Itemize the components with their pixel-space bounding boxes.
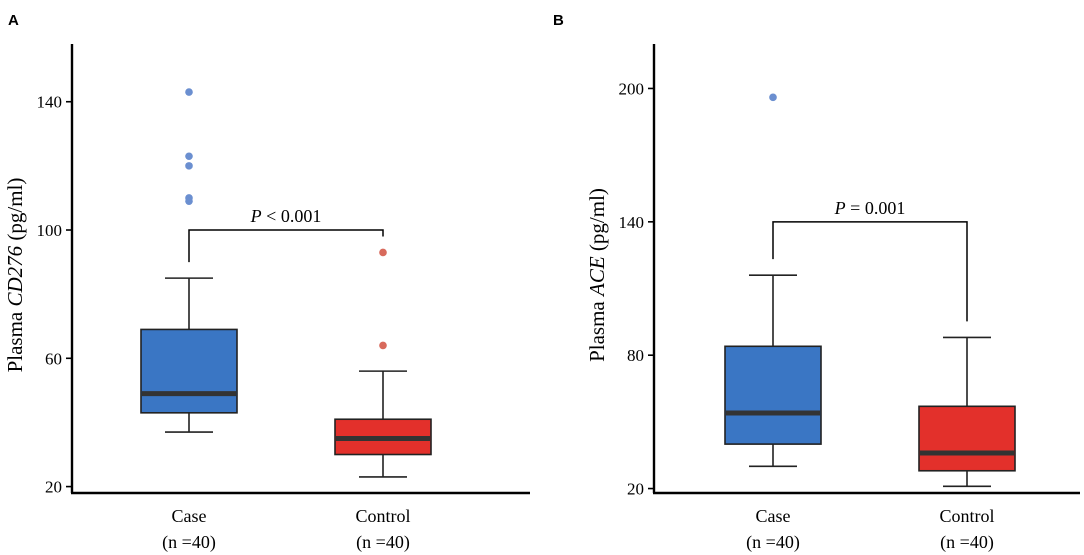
y-tick-label: 20 bbox=[45, 478, 62, 497]
panel-b-y-label-gene: ACE bbox=[585, 256, 609, 298]
panel-a-y-label-prefix: Plasma bbox=[3, 307, 27, 373]
control-box bbox=[918, 405, 1016, 472]
case-outlier-point bbox=[185, 197, 193, 205]
panel-b-n-control: (n =40) bbox=[940, 532, 994, 553]
case-outlier-point bbox=[185, 88, 193, 96]
panel-b-p-text: = 0.001 bbox=[846, 198, 906, 218]
panel-b-cat-control: Control bbox=[939, 506, 994, 526]
panel-b-y-label-unit: (pg/ml) bbox=[585, 188, 609, 256]
case-outlier-point bbox=[769, 93, 777, 102]
panel-b-y-axis-label: Plasma ACE (pg/ml) bbox=[585, 188, 609, 362]
panel-b-y-label-prefix: Plasma bbox=[585, 296, 609, 362]
panel-a-cat-control: Control bbox=[355, 506, 410, 526]
panel-a-label: A bbox=[8, 12, 19, 29]
panel-b-significance-bracket bbox=[772, 221, 968, 322]
panel-b-p-value: P = 0.001 bbox=[834, 198, 906, 218]
panel-b-label: B bbox=[553, 12, 564, 29]
panel-b-significance: P = 0.001 bbox=[772, 198, 968, 322]
y-tick-label: 20 bbox=[627, 480, 644, 499]
panel-b-boxes bbox=[724, 93, 1016, 488]
y-tick-label: 60 bbox=[45, 349, 62, 368]
case-outlier-point bbox=[185, 152, 193, 161]
y-tick-label: 140 bbox=[37, 93, 63, 112]
panel-a-y-label-unit: (pg/ml) bbox=[3, 178, 27, 246]
y-tick-label: 100 bbox=[37, 221, 63, 240]
panel-a-p-value: P < 0.001 bbox=[250, 206, 322, 226]
panel-a-y-label-gene: CD276 bbox=[3, 245, 27, 306]
panel-a-significance-bracket bbox=[188, 229, 384, 263]
panel-a-p-text: < 0.001 bbox=[262, 206, 322, 226]
case-outlier-point bbox=[185, 162, 193, 170]
panel-a-y-ticks: 20 60 100 140 bbox=[37, 93, 72, 497]
panel-b-n-case: (n =40) bbox=[746, 532, 800, 553]
panel-a-boxes bbox=[140, 88, 432, 478]
panel-b: B Plasma ACE (pg/ml) 20 80 140 200 P = 0.00… bbox=[553, 12, 1080, 553]
panel-b-p-symbol: P bbox=[834, 198, 846, 218]
panel-a: A Plasma CD276 (pg/ml) 20 60 100 140 P < 0.… bbox=[3, 12, 530, 553]
panel-a-category-labels: Case (n =40) Control (n =40) bbox=[162, 506, 410, 553]
panel-b-cat-case: Case bbox=[756, 506, 791, 526]
panel-b-y-ticks: 20 80 140 200 bbox=[619, 79, 654, 499]
case-box bbox=[140, 328, 238, 414]
y-tick-label: 80 bbox=[627, 346, 644, 365]
control-outlier-point bbox=[379, 341, 387, 350]
panel-a-n-control: (n =40) bbox=[356, 532, 410, 553]
case-box bbox=[724, 345, 822, 445]
y-tick-label: 200 bbox=[619, 79, 645, 98]
panel-a-n-case: (n =40) bbox=[162, 532, 216, 553]
y-tick-label: 140 bbox=[619, 213, 645, 232]
panel-a-cat-case: Case bbox=[172, 506, 207, 526]
panel-b-category-labels: Case (n =40) Control (n =40) bbox=[746, 506, 994, 553]
panel-a-significance: P < 0.001 bbox=[188, 206, 384, 263]
panel-a-y-axis-label: Plasma CD276 (pg/ml) bbox=[3, 178, 27, 373]
panel-a-p-symbol: P bbox=[250, 206, 262, 226]
control-outlier-point bbox=[379, 248, 387, 257]
